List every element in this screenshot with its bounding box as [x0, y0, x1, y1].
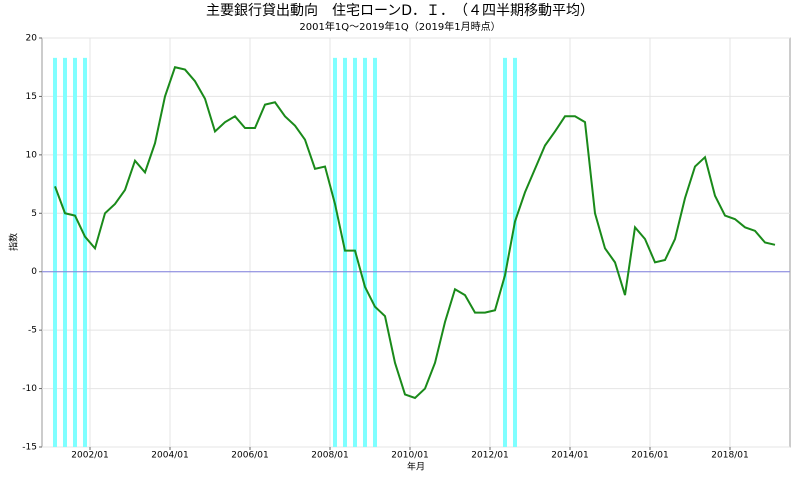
- data-line: [54, 66, 776, 400]
- y-tick-label: 10: [26, 150, 38, 160]
- x-tick-label: 2014/01: [551, 451, 588, 461]
- x-tick-label: 2018/01: [711, 451, 748, 461]
- shaded-bar: [63, 57, 67, 447]
- y-tick-label: -15: [22, 443, 37, 453]
- y-tick-label: 5: [31, 209, 37, 219]
- x-tick-label: 2002/01: [71, 451, 108, 461]
- shaded-bar: [343, 57, 347, 447]
- y-tick-label: 20: [26, 34, 38, 44]
- y-tick-label: 0: [31, 267, 37, 277]
- y-tick-label: -10: [22, 384, 37, 394]
- x-tick-label: 2006/01: [231, 451, 268, 461]
- x-tick-label: 2016/01: [631, 451, 668, 461]
- plot-area: [41, 37, 791, 448]
- x-tick-label: 2004/01: [151, 451, 188, 461]
- chart-title: 主要銀行貸出動向 住宅ローンD．Ｉ． （４四半期移動平均）: [206, 3, 594, 19]
- shaded-bar: [373, 57, 377, 447]
- shaded-bar: [53, 57, 57, 447]
- shaded-bar: [513, 57, 517, 447]
- x-tick-label: 2008/01: [311, 451, 348, 461]
- shaded-bar: [73, 57, 77, 447]
- shaded-bar: [363, 57, 367, 447]
- x-tick-label: 2012/01: [471, 451, 508, 461]
- x-tick-label: 2010/01: [391, 451, 428, 461]
- y-tick-label: -5: [28, 326, 37, 336]
- x-axis-label: 年月: [407, 461, 425, 473]
- y-tick-label: 15: [26, 92, 37, 102]
- y-axis-label: 指数: [8, 233, 20, 251]
- shaded-bar: [503, 57, 507, 447]
- chart-subtitle: 2001年1Q～2019年1Q（2019年1月時点）: [299, 20, 500, 33]
- shaded-bar: [83, 57, 87, 447]
- shaded-bar: [333, 57, 337, 447]
